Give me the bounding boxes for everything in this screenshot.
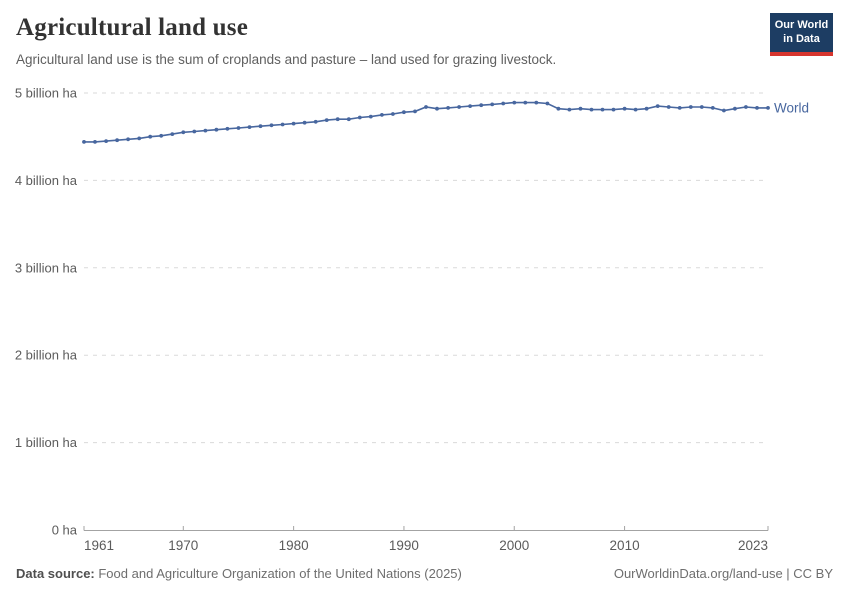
data-point[interactable] [710, 106, 715, 110]
data-point[interactable] [766, 106, 770, 110]
x-axis-tick-label: 2023 [738, 538, 768, 553]
data-point[interactable] [655, 104, 660, 108]
data-point[interactable] [446, 106, 450, 110]
data-point[interactable] [93, 140, 97, 144]
x-axis-tick-label: 1990 [389, 538, 419, 553]
data-point[interactable] [688, 105, 693, 109]
data-source-text: Food and Agriculture Organization of the… [94, 566, 462, 581]
data-point[interactable] [280, 122, 285, 127]
y-axis-tick-label: 1 billion ha [15, 435, 78, 450]
data-point[interactable] [424, 105, 428, 109]
y-axis-tick-label: 3 billion ha [15, 260, 78, 275]
x-axis-tick-label: 2010 [610, 538, 640, 553]
data-point[interactable] [468, 104, 472, 108]
data-point[interactable] [666, 105, 671, 109]
x-axis-tick-label: 1961 [84, 538, 114, 553]
data-source-note: Data source: Food and Agriculture Organi… [16, 566, 462, 581]
data-point[interactable] [291, 121, 296, 126]
chart-footer: Data source: Food and Agriculture Organi… [0, 566, 850, 581]
data-point[interactable] [368, 114, 373, 119]
data-point[interactable] [181, 130, 186, 135]
x-axis-tick-label: 1970 [168, 538, 198, 553]
data-point[interactable] [567, 107, 572, 112]
data-point[interactable] [126, 137, 130, 142]
license-link[interactable]: OurWorldinData.org/land-use | CC BY [613, 566, 833, 581]
data-point[interactable] [346, 117, 351, 122]
data-point[interactable] [578, 106, 583, 111]
data-point[interactable] [457, 105, 461, 109]
data-point[interactable] [203, 128, 208, 133]
data-point[interactable] [644, 106, 649, 111]
page-title: Agricultural land use [16, 14, 248, 41]
data-point[interactable] [622, 106, 627, 111]
data-point[interactable] [214, 127, 219, 132]
data-point[interactable] [115, 138, 119, 143]
data-point[interactable] [501, 101, 506, 106]
data-point[interactable] [380, 113, 384, 117]
data-point[interactable] [600, 107, 605, 112]
y-axis-tick-label: 0 ha [52, 523, 78, 538]
data-point[interactable] [755, 106, 759, 110]
data-point[interactable] [313, 119, 318, 124]
y-axis-tick-label: 5 billion ha [15, 86, 78, 101]
data-point[interactable] [192, 129, 197, 134]
data-point[interactable] [302, 120, 307, 125]
data-point[interactable] [137, 136, 142, 141]
data-point[interactable] [523, 100, 528, 105]
data-point[interactable] [357, 115, 362, 120]
data-point[interactable] [324, 118, 329, 122]
data-point[interactable] [104, 139, 108, 144]
data-point[interactable] [589, 107, 594, 112]
data-point[interactable] [225, 126, 230, 131]
data-point[interactable] [159, 133, 164, 138]
y-axis-tick-label: 2 billion ha [15, 348, 78, 363]
data-point[interactable] [677, 106, 682, 110]
data-point[interactable] [611, 107, 616, 112]
owid-logo-line1: Our World [774, 19, 829, 31]
data-point[interactable] [699, 105, 704, 109]
data-point[interactable] [258, 124, 263, 129]
data-point[interactable] [247, 125, 252, 129]
data-point[interactable] [170, 132, 175, 137]
data-point[interactable] [733, 106, 737, 111]
x-axis-tick-label: 1980 [279, 538, 309, 553]
data-point[interactable] [633, 107, 638, 112]
data-point[interactable] [435, 106, 439, 111]
owid-logo-line2: in Data [783, 32, 820, 45]
data-point[interactable] [722, 108, 726, 113]
data-point[interactable] [148, 134, 153, 139]
data-point[interactable] [335, 117, 340, 122]
chart-subtitle: Agricultural land use is the sum of crop… [16, 52, 557, 67]
data-point[interactable] [512, 100, 517, 105]
data-point[interactable] [534, 100, 539, 105]
data-point[interactable] [402, 110, 406, 115]
data-point[interactable] [744, 105, 748, 109]
owid-logo[interactable]: Our World in Data [770, 13, 833, 56]
y-axis-tick-label: 4 billion ha [15, 173, 78, 188]
data-point[interactable] [490, 102, 495, 107]
data-source-label: Data source: [16, 566, 95, 581]
data-point[interactable] [479, 103, 484, 108]
x-axis-tick-label: 2000 [499, 538, 529, 553]
data-point[interactable] [545, 101, 550, 106]
data-point[interactable] [556, 106, 561, 111]
data-point[interactable] [391, 112, 395, 116]
data-point[interactable] [269, 123, 274, 128]
data-point[interactable] [82, 140, 86, 144]
data-point[interactable] [236, 126, 241, 130]
data-point[interactable] [413, 109, 417, 114]
series-end-label: World [774, 100, 809, 115]
